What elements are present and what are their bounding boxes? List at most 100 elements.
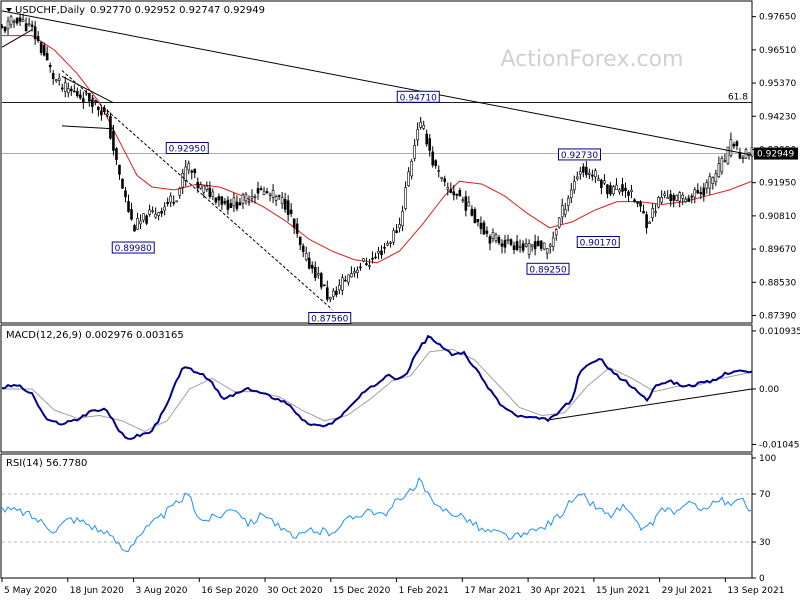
candle-body bbox=[341, 277, 344, 291]
price-tick-label: 0.91950 bbox=[759, 179, 796, 189]
candle-body bbox=[106, 113, 109, 116]
trendline-2 bbox=[61, 125, 114, 130]
candle-body bbox=[220, 196, 224, 205]
candle bbox=[440, 176, 444, 182]
rsi-layer bbox=[1, 477, 753, 553]
price-tick-label: 0.88530 bbox=[759, 278, 796, 288]
candle bbox=[256, 181, 260, 200]
candle-body bbox=[636, 201, 639, 204]
candle-body bbox=[594, 170, 597, 178]
x-tick-label: 5 May 2020 bbox=[4, 586, 57, 596]
symbol-dropdown-icon[interactable] bbox=[6, 8, 12, 12]
x-tick-label: 16 Sep 2020 bbox=[201, 586, 258, 596]
candle bbox=[576, 171, 579, 181]
candle bbox=[60, 83, 64, 92]
candle-body bbox=[304, 253, 308, 261]
candle bbox=[112, 124, 115, 156]
candle-body bbox=[39, 42, 43, 53]
candle-body bbox=[386, 243, 389, 246]
candle bbox=[515, 235, 519, 252]
candle-body bbox=[455, 194, 459, 196]
rsi-tick-label: 70 bbox=[759, 490, 771, 500]
candle bbox=[479, 216, 483, 235]
candle bbox=[684, 196, 688, 204]
candle bbox=[350, 266, 353, 278]
candle bbox=[723, 153, 727, 163]
candle bbox=[238, 197, 242, 206]
candle bbox=[6, 16, 10, 35]
candle bbox=[675, 194, 678, 202]
candle-body bbox=[184, 166, 188, 182]
price-tick-label: 0.95370 bbox=[759, 79, 796, 89]
candle-body bbox=[392, 230, 395, 243]
candle bbox=[530, 244, 534, 252]
candle bbox=[374, 252, 377, 260]
candle-body bbox=[503, 239, 507, 248]
candle-body bbox=[365, 263, 368, 266]
candle-body bbox=[651, 208, 654, 218]
rsi-title: RSI(14) 56.7780 bbox=[6, 458, 87, 469]
candle bbox=[735, 140, 739, 151]
candle-body bbox=[585, 166, 588, 176]
candle-body bbox=[79, 94, 82, 99]
candle-body bbox=[30, 24, 34, 27]
candle-body bbox=[708, 176, 712, 189]
candle bbox=[557, 217, 561, 229]
candle-body bbox=[241, 194, 245, 204]
candle bbox=[172, 195, 175, 206]
trendline-4 bbox=[61, 70, 333, 310]
candle-body bbox=[322, 284, 326, 287]
candle-body bbox=[18, 17, 22, 22]
candle-body bbox=[91, 99, 94, 107]
candle bbox=[51, 70, 55, 85]
candle-body bbox=[678, 192, 682, 202]
candle bbox=[326, 280, 329, 302]
candle bbox=[259, 185, 263, 191]
candle-body bbox=[582, 166, 585, 173]
candle-body bbox=[606, 184, 609, 195]
candle-body bbox=[401, 211, 404, 227]
x-tick-label: 29 Jul 2021 bbox=[662, 586, 713, 596]
candle-body bbox=[51, 73, 55, 80]
candle-body bbox=[560, 205, 564, 218]
candle bbox=[648, 220, 651, 224]
candle bbox=[645, 211, 648, 234]
candle bbox=[100, 106, 103, 121]
candle-body bbox=[654, 211, 657, 213]
candle bbox=[338, 279, 341, 295]
candle bbox=[693, 187, 697, 204]
candle-body bbox=[428, 138, 432, 151]
candle-body bbox=[732, 143, 736, 147]
candle-body bbox=[515, 241, 519, 250]
candle-body bbox=[699, 192, 703, 195]
candle-body bbox=[362, 258, 365, 262]
candle bbox=[467, 196, 471, 207]
candle bbox=[594, 168, 597, 184]
candle-body bbox=[60, 87, 64, 90]
candle bbox=[750, 142, 754, 164]
candle-body bbox=[69, 88, 73, 92]
rsi-line bbox=[1, 477, 753, 553]
candle bbox=[702, 182, 706, 202]
candle-body bbox=[660, 197, 663, 203]
candle-body bbox=[615, 184, 618, 191]
trendline-1 bbox=[1, 29, 33, 48]
candle-body bbox=[259, 188, 263, 191]
candle-body bbox=[253, 196, 257, 198]
candle-body bbox=[154, 213, 157, 218]
candle bbox=[696, 183, 700, 195]
candle bbox=[669, 189, 672, 207]
candle bbox=[443, 175, 447, 187]
candle bbox=[630, 184, 633, 199]
candle bbox=[654, 204, 657, 217]
candle bbox=[660, 190, 663, 205]
candle bbox=[542, 242, 546, 251]
candle-body bbox=[118, 164, 121, 175]
candle bbox=[301, 243, 305, 258]
candle-body bbox=[666, 196, 669, 199]
candle bbox=[533, 234, 537, 256]
candle-body bbox=[115, 148, 118, 160]
candle bbox=[729, 132, 733, 158]
signal-line bbox=[2, 348, 753, 432]
candle bbox=[121, 178, 124, 189]
